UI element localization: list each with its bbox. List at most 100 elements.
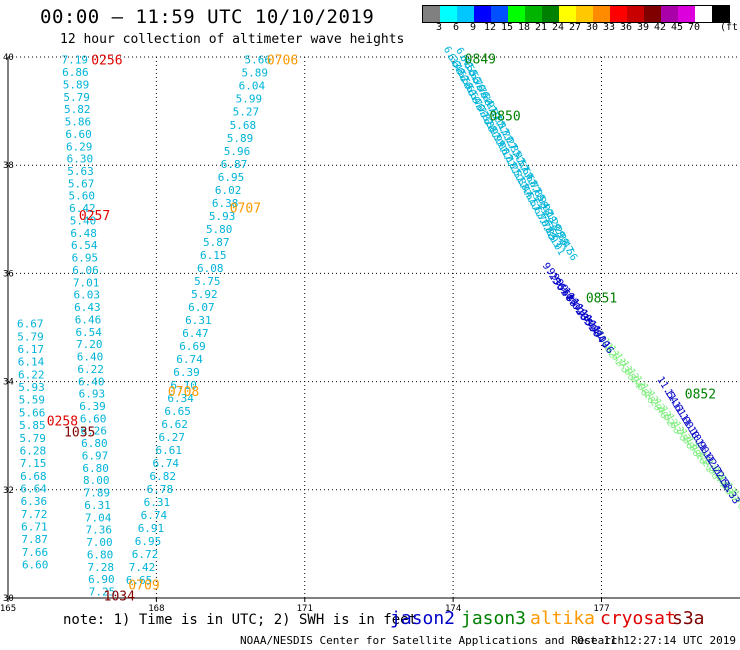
altika-swh-value: 6.74 — [141, 509, 168, 522]
colorbar-swatch — [542, 6, 559, 22]
cryosat-swh-value: 5.63 — [67, 165, 94, 178]
longitude-tick-label: 165 — [0, 604, 16, 614]
cryosat-swh-value: 7.28 — [87, 561, 114, 574]
time-label: 0849 — [465, 53, 496, 68]
altika-swh-value: 6.65 — [126, 574, 153, 587]
cryosat-swh-value: 6.86 — [62, 66, 89, 79]
longitude-tick-label: 168 — [148, 604, 164, 614]
colorbar-tick-label: 12 — [483, 22, 497, 33]
colorbar-swatch — [525, 6, 542, 22]
latitude-tick-label: 30 — [3, 594, 14, 604]
altika-swh-value: 5.27 — [233, 106, 260, 119]
altika-swh-value: 5.89 — [227, 132, 254, 145]
altika-swh-value: 6.39 — [173, 366, 200, 379]
altika-swh-value: 6.15 — [200, 249, 227, 262]
altika-swh-value: 5.92 — [191, 288, 218, 301]
credit-text: NOAA/NESDIS Center for Satellite Applica… — [240, 634, 625, 647]
cryosat-swh-value: 5.82 — [64, 103, 91, 116]
colorbar-swatch — [440, 6, 457, 22]
altika-swh-value: 6.27 — [158, 431, 185, 444]
cryosat-swh-value: 7.89 — [84, 487, 111, 500]
cryosat-swh-value: 6.40 — [78, 375, 105, 388]
altika-swh-value: 6.31 — [185, 314, 212, 327]
altika-swh-value: 6.31 — [144, 496, 171, 509]
west-track-swh-value: 6.67 — [17, 318, 44, 331]
colorbar-tick-label: 27 — [568, 22, 582, 33]
cryosat-swh-value: 6.06 — [72, 264, 99, 277]
cryosat-swh-value: 7.04 — [85, 511, 112, 524]
cryosat-swh-value: 8.00 — [83, 474, 110, 487]
altika-swh-value: 6.08 — [197, 262, 224, 275]
cryosat-swh-value: 6.48 — [70, 227, 97, 240]
west-track-swh-value: 6.36 — [21, 495, 48, 508]
west-track-swh-value: 5.59 — [19, 394, 46, 407]
altika-swh-value: 6.62 — [161, 418, 188, 431]
cryosat-swh-value: 5.60 — [68, 190, 95, 203]
cryosat-swh-value: 5.89 — [63, 78, 90, 91]
altika-swh-value: 6.38 — [212, 197, 239, 210]
map-title: 00:00 – 11:59 UTC 10/10/2019 — [40, 6, 375, 28]
altika-swh-value: 6.95 — [135, 535, 162, 548]
cryosat-swh-value: 7.00 — [86, 536, 113, 549]
altika-swh-value: 6.07 — [188, 301, 215, 314]
colorbar-swatch — [661, 6, 678, 22]
west-track-swh-value: 6.68 — [20, 470, 47, 483]
legend-jason3: jason3 — [461, 608, 527, 629]
altika-swh-value: 6.78 — [147, 483, 174, 496]
colorbar-swatch — [576, 6, 593, 22]
altika-swh-value: 5.80 — [206, 223, 233, 236]
latitude-tick-label: 32 — [3, 486, 14, 496]
colorbar-tick-label: 39 — [636, 22, 650, 33]
time-label: 0850 — [489, 109, 520, 124]
colorbar-tick-label: 45 — [670, 22, 684, 33]
altika-swh-value: 6.74 — [153, 457, 180, 470]
altika-swh-value: 5.93 — [209, 210, 236, 223]
cryosat-swh-value: 5.67 — [68, 177, 95, 190]
west-track-swh-value: 5.93 — [18, 381, 45, 394]
altika-swh-value: 7.42 — [129, 561, 156, 574]
colorbar-swatch — [712, 6, 729, 22]
altika-swh-value: 5.99 — [236, 93, 263, 106]
cryosat-swh-value: 6.80 — [82, 462, 109, 475]
altika-swh-value: 6.74 — [176, 353, 203, 366]
west-track-swh-value: 6.22 — [18, 368, 45, 381]
colorbar-tick-label: 42 — [653, 22, 667, 33]
altika-swh-value: 6.34 — [167, 392, 194, 405]
west-track-swh-value: 6.64 — [20, 482, 47, 495]
west-track-swh-value: 6.17 — [18, 343, 45, 356]
cryosat-swh-value: 6.03 — [74, 289, 101, 302]
colorbar-tick-label: 24 — [551, 22, 565, 33]
altika-swh-value: 6.47 — [182, 327, 209, 340]
cryosat-swh-value: 6.60 — [65, 128, 92, 141]
colorbar-tick-label: 30 — [585, 22, 599, 33]
altika-swh-value: 5.66 — [245, 54, 272, 67]
longitude-tick-label: 171 — [297, 604, 313, 614]
cryosat-swh-value: 6.80 — [87, 548, 114, 561]
time-label: 0258 — [47, 415, 78, 430]
cryosat-swh-value: 5.40 — [70, 214, 97, 227]
timestamp-text: Oct 11 12:27:14 UTC 2019 — [577, 634, 736, 647]
time-label: 0851 — [586, 292, 617, 307]
time-label: 1035 — [64, 425, 95, 440]
cryosat-swh-value: 5.79 — [63, 91, 90, 104]
west-track-swh-value: 6.71 — [21, 520, 48, 533]
legend-cryosat: cryosat — [600, 608, 676, 629]
colorbar-tick-label: 18 — [517, 22, 531, 33]
colorbar-tick-label: 9 — [469, 22, 477, 33]
altika-swh-value: 6.65 — [164, 405, 191, 418]
longitude-tick-label: 174 — [445, 604, 461, 614]
altika-swh-value: 6.87 — [221, 158, 248, 171]
latitude-tick-label: 36 — [3, 269, 14, 279]
altika-swh-value: 6.91 — [138, 522, 165, 535]
colorbar-swatch — [559, 6, 576, 22]
cryosat-swh-value: 6.54 — [75, 326, 102, 339]
altika-swh-value: 6.82 — [150, 470, 177, 483]
cryosat-swh-value: 6.46 — [75, 313, 102, 326]
altika-swh-value: 5.89 — [242, 67, 269, 80]
cryosat-swh-value: 6.29 — [66, 140, 93, 153]
altika-swh-value: 5.68 — [230, 119, 257, 132]
cryosat-swh-value: 7.25 — [89, 586, 116, 599]
wave-height-colorbar — [422, 5, 730, 23]
